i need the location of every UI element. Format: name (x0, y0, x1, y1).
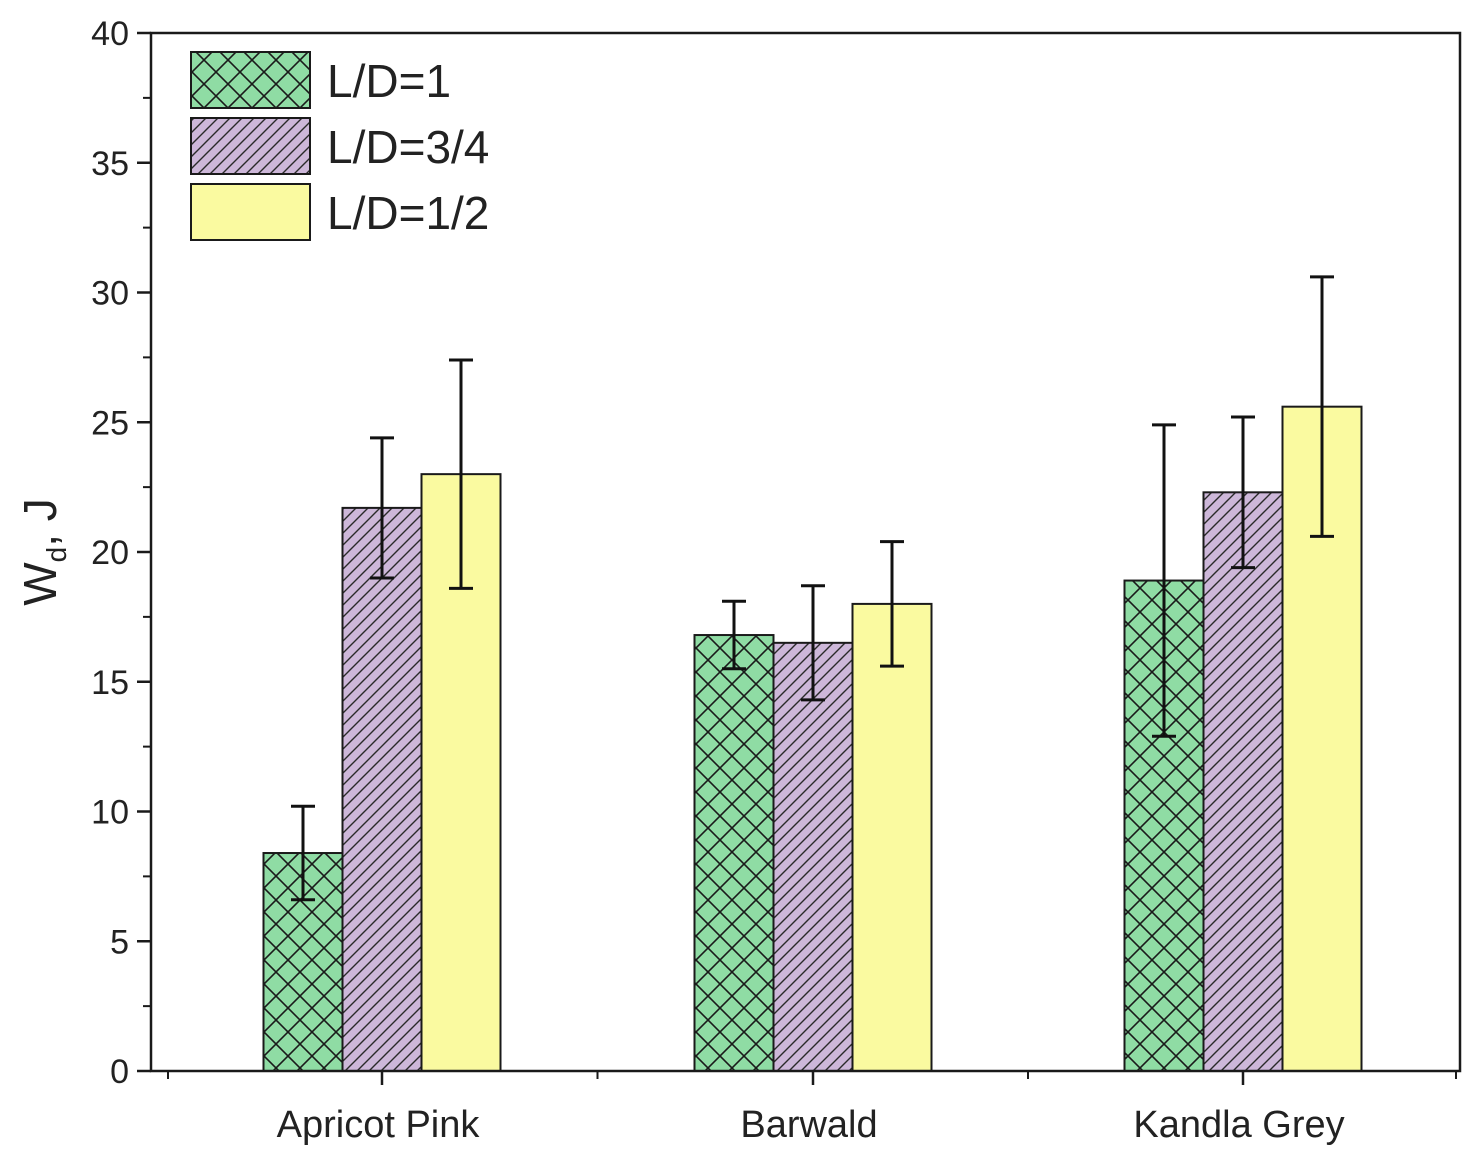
x-tick-label-kandla-grey: Kandla Grey (1133, 1104, 1344, 1146)
x-tick-label-barwald: Barwald (740, 1104, 877, 1146)
bar-kandla-grey-l-d-3-4 (1202, 491, 1284, 1072)
error-bar-barwald-l-d-1-2 (880, 540, 904, 668)
error-bars-layer (291, 275, 1334, 902)
y-tick-label: 40 (91, 15, 129, 53)
bar-barwald-l-d-3-4 (772, 641, 854, 1072)
y-tick-label: 0 (110, 1053, 129, 1091)
error-bar-kandla-grey-l-d-1 (1152, 423, 1176, 738)
bars-layer (262, 405, 1363, 1073)
x-tick-label-apricot-pink: Apricot Pink (277, 1104, 481, 1146)
bar-barwald-l-d-1 (693, 634, 775, 1072)
y-axis-ticks: 0 5 10 15 20 25 30 35 40 (91, 15, 151, 1091)
y-tick-label: 30 (91, 275, 129, 313)
y-tick-label: 25 (91, 404, 129, 442)
svg-text:Wd, J: Wd, J (14, 498, 72, 606)
bar-apricot-pink-l-d-3-4 (341, 506, 423, 1072)
error-bar-barwald-l-d-1 (722, 599, 746, 671)
legend-swatch-l-d-3-4 (190, 117, 311, 175)
legend-swatch-l-d-1-2 (190, 183, 311, 241)
legend-swatch-l-d-1 (190, 51, 311, 109)
y-axis-title: Wd, J (14, 498, 72, 606)
legend-label-l-d-1: L/D=1 (327, 55, 451, 107)
y-tick-label: 5 (110, 923, 129, 961)
y-tick-label: 35 (91, 145, 129, 183)
y-axis-title-unit: , J (14, 498, 66, 547)
y-axis-title-subscript: d (41, 547, 72, 563)
y-tick-label: 20 (91, 534, 129, 572)
legend-label-l-d-1-2: L/D=1/2 (327, 187, 489, 239)
bar-barwald-l-d-1-2 (851, 602, 933, 1073)
error-bar-kandla-grey-l-d-3-4 (1231, 415, 1255, 570)
error-bar-apricot-pink-l-d-1 (291, 804, 315, 902)
error-bar-kandla-grey-l-d-1-2 (1310, 275, 1334, 538)
legend: L/D=1 L/D=3/4 L/D=1/2 (190, 51, 489, 241)
error-bar-barwald-l-d-3-4 (801, 584, 825, 702)
y-tick-label: 10 (91, 794, 129, 832)
y-axis-title-main: W (14, 562, 66, 606)
x-axis-ticks: Apricot Pink Barwald Kandla Grey (167, 1071, 1457, 1146)
error-bar-apricot-pink-l-d-3-4 (370, 436, 394, 580)
y-tick-label: 15 (91, 664, 129, 702)
error-bar-apricot-pink-l-d-1-2 (449, 358, 473, 590)
legend-label-l-d-3-4: L/D=3/4 (327, 121, 489, 173)
